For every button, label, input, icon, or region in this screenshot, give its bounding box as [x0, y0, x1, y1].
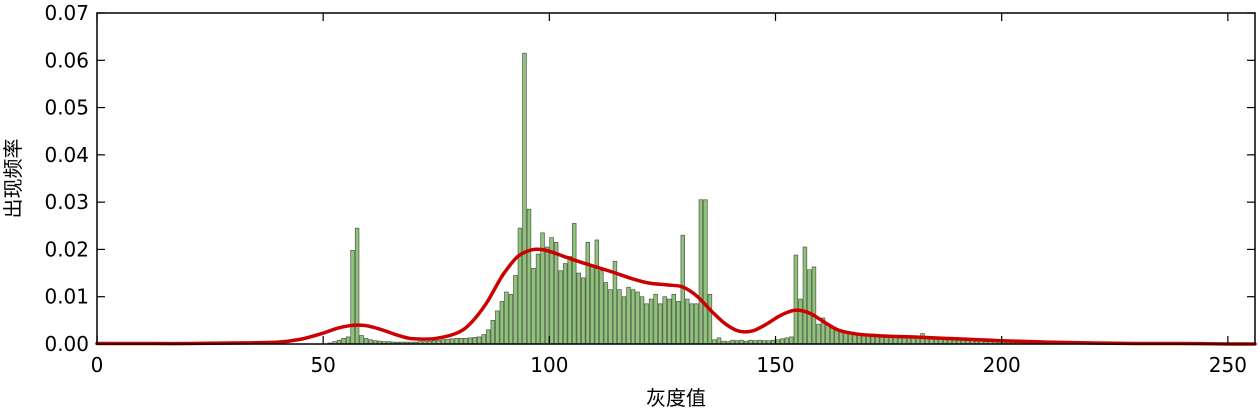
- x-tick-label: 100: [530, 353, 568, 377]
- histogram-bars: [327, 52, 1093, 345]
- histogram-bar: [644, 303, 649, 345]
- histogram-bar: [513, 275, 518, 345]
- histogram-bar: [834, 329, 839, 345]
- histogram-bar: [780, 338, 785, 345]
- histogram-bar: [635, 291, 640, 345]
- histogram-bar: [648, 298, 654, 345]
- histogram-bar: [508, 294, 514, 345]
- histogram-bar: [608, 289, 613, 345]
- x-tick-label: 250: [1209, 353, 1247, 377]
- histogram-bar: [544, 246, 550, 345]
- histogram-bar: [793, 254, 799, 345]
- histogram-bar: [680, 234, 685, 345]
- histogram-bar: [685, 298, 690, 345]
- histogram-bar: [535, 253, 541, 345]
- histogram-bar: [594, 239, 600, 345]
- axis-ticks: 0 50 100 150 200 250 0.00 0.01 0.02 0.03 0.04 0.05 0…: [44, 1, 1255, 377]
- histogram-bar: [716, 337, 722, 345]
- y-tick-label: 0.00: [44, 332, 89, 356]
- histogram-bar: [345, 336, 351, 345]
- histogram-bar: [689, 303, 695, 345]
- histogram-bar: [825, 324, 830, 345]
- histogram-bar: [617, 289, 622, 345]
- histogram-bar: [449, 338, 455, 345]
- x-tick-label: 0: [91, 353, 104, 377]
- histogram-bar: [576, 272, 581, 345]
- histogram-bar: [350, 250, 355, 345]
- histogram-bar: [562, 263, 568, 345]
- histogram-bar: [798, 298, 803, 345]
- x-tick-label: 150: [756, 353, 794, 377]
- y-axis-label: 出现频率: [1, 139, 25, 219]
- histogram-bar: [662, 296, 667, 345]
- histogram-bar: [671, 294, 676, 345]
- y-tick-label: 0.05: [44, 96, 89, 120]
- histogram-bar: [585, 241, 591, 345]
- histogram-bar: [567, 256, 572, 345]
- histogram-bar: [639, 296, 645, 345]
- histogram-bar: [495, 310, 500, 345]
- histogram-bar: [553, 241, 559, 345]
- histogram-bar: [698, 199, 704, 345]
- histogram-bar: [657, 303, 663, 345]
- histogram-bar: [359, 335, 364, 345]
- histogram-bar: [703, 199, 708, 345]
- histogram-bar: [590, 265, 595, 345]
- histogram-bar: [694, 303, 699, 345]
- kde-curve: [95, 247, 1257, 346]
- histogram-bar: [531, 267, 536, 345]
- histogram-bar: [477, 336, 482, 345]
- histogram-bar: [811, 266, 817, 345]
- y-tick-label: 0.07: [44, 1, 89, 25]
- y-tick-label: 0.01: [44, 285, 89, 309]
- histogram-bar: [499, 301, 505, 345]
- histogram-bar: [807, 269, 812, 345]
- histogram-bar: [504, 291, 509, 345]
- histogram-bar: [463, 337, 468, 345]
- histogram-bar: [603, 282, 609, 345]
- histogram-bar: [486, 329, 491, 345]
- histogram-bar: [667, 298, 672, 345]
- histogram-bar: [490, 320, 496, 345]
- histogram-bar: [626, 286, 631, 345]
- histogram-bar: [599, 270, 604, 345]
- y-tick-label: 0.04: [44, 143, 89, 167]
- histogram-bar: [829, 327, 835, 345]
- histogram-bar: [454, 337, 459, 345]
- histogram-bar: [341, 337, 346, 345]
- histogram-bar: [789, 336, 794, 345]
- histogram-bar: [707, 294, 713, 345]
- histogram-bar: [481, 334, 486, 345]
- x-tick-label: 200: [983, 353, 1021, 377]
- y-tick-label: 0.02: [44, 237, 89, 261]
- histogram-bar: [526, 208, 532, 345]
- plot-frame: [96, 12, 1256, 345]
- histogram-bar: [802, 246, 808, 345]
- histogram-bar: [517, 227, 523, 345]
- histogram-bar: [653, 294, 658, 345]
- histogram-bar: [572, 223, 577, 345]
- histogram-bar: [621, 296, 627, 345]
- y-tick-label: 0.06: [44, 48, 89, 72]
- y-tick-label: 0.03: [44, 190, 89, 214]
- histogram-bar: [816, 323, 821, 345]
- histogram-bar: [676, 301, 681, 345]
- x-axis-label: 灰度值: [646, 386, 706, 410]
- histogram-bar: [458, 337, 464, 345]
- histogram-bar: [630, 289, 636, 345]
- histogram-bar: [363, 337, 369, 345]
- histogram-bar: [467, 337, 473, 345]
- histogram-bar: [472, 337, 477, 345]
- histogram-bar: [784, 337, 790, 345]
- histogram-bar: [522, 52, 527, 345]
- x-tick-label: 50: [310, 353, 335, 377]
- histogram-bar: [558, 270, 563, 345]
- histogram-bar: [581, 277, 586, 345]
